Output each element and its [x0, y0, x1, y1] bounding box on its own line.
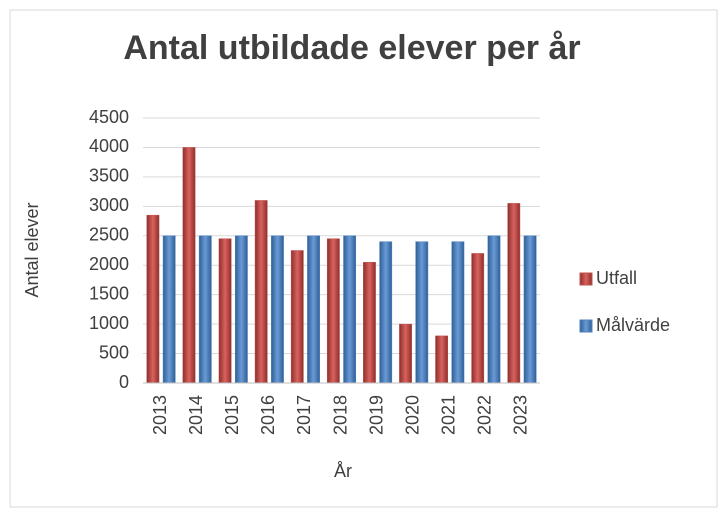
- bar: [271, 235, 284, 384]
- bar: [435, 335, 449, 384]
- bar: [254, 200, 268, 384]
- y-tick-label: 3500: [89, 166, 129, 186]
- x-tick-label: 2022: [475, 395, 495, 435]
- legend-label: Utfall: [596, 268, 637, 288]
- x-tick-label: 2016: [258, 395, 278, 435]
- bar: [234, 235, 248, 384]
- bar: [379, 241, 393, 384]
- bar: [146, 214, 160, 384]
- x-tick-label: 2020: [402, 395, 422, 435]
- x-tick-label: 2014: [186, 395, 206, 435]
- bar: [218, 238, 232, 384]
- legend-label: Målvärde: [596, 315, 670, 335]
- x-tick-label: 2019: [366, 395, 386, 435]
- y-axis-label: Antal elever: [22, 202, 42, 297]
- bar: [471, 253, 485, 384]
- bar: [451, 241, 465, 384]
- x-tick-label: 2023: [511, 395, 531, 435]
- y-tick-label: 2500: [89, 225, 129, 245]
- y-tick-label: 4500: [89, 107, 129, 127]
- bar: [523, 235, 537, 384]
- chart-title: Antal utbildade elever per år: [123, 29, 580, 67]
- chart-border: [9, 9, 718, 508]
- bar: [290, 250, 304, 384]
- x-tick-label: 2017: [294, 395, 314, 435]
- bar: [487, 235, 501, 384]
- y-tick-label: 1000: [89, 313, 129, 333]
- y-tick-label: 2000: [89, 254, 129, 274]
- bar: [326, 238, 340, 384]
- bar: [162, 235, 176, 384]
- y-tick-label: 3000: [89, 195, 129, 215]
- x-tick-label: 2018: [330, 395, 350, 435]
- bar: [198, 235, 212, 384]
- x-axis-label: År: [334, 461, 352, 481]
- legend-swatch: [579, 319, 593, 333]
- legend-swatch: [579, 272, 593, 286]
- x-tick-label: 2021: [439, 395, 459, 435]
- y-tick-label: 500: [99, 342, 129, 362]
- bar: [363, 262, 376, 384]
- bar: [507, 203, 521, 384]
- bar: [307, 235, 320, 384]
- bar: [399, 323, 412, 384]
- y-tick-label: 0: [119, 372, 129, 392]
- bar: [343, 235, 357, 384]
- y-tick-label: 4000: [89, 136, 129, 156]
- bar: [182, 147, 196, 384]
- bar: [415, 241, 429, 384]
- y-tick-label: 1500: [89, 283, 129, 303]
- x-tick-label: 2013: [150, 395, 170, 435]
- x-tick-label: 2015: [222, 395, 242, 435]
